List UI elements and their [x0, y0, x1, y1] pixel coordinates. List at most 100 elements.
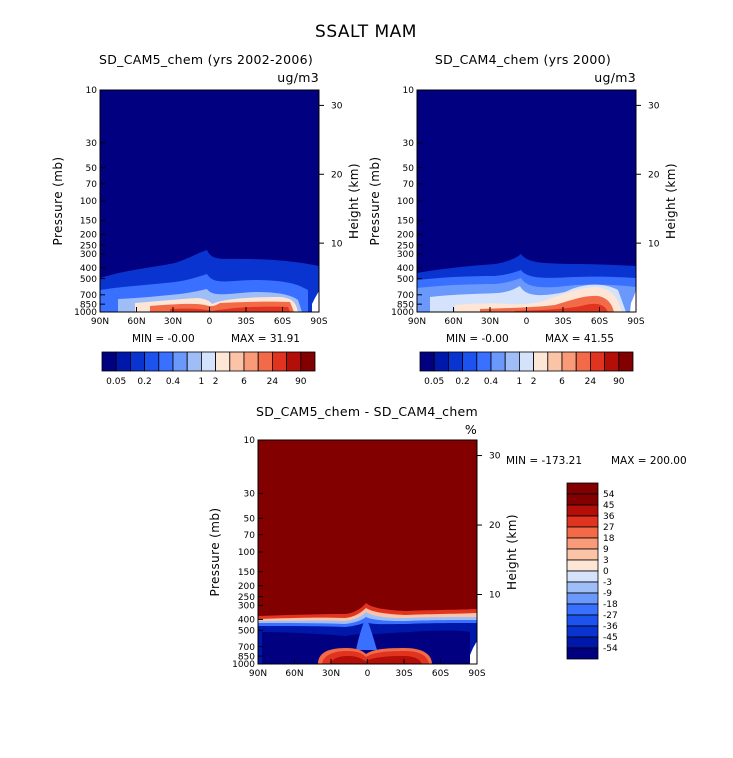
- colorbar-swatch: [519, 351, 535, 372]
- pressure-tick-label: 10: [86, 86, 98, 96]
- colorbar-swatch: [490, 351, 506, 372]
- colorbar-label: 27: [603, 523, 614, 533]
- colorbar-swatch: [504, 351, 520, 372]
- colorbar-label: 90: [613, 377, 625, 387]
- colorbar-label: 1: [517, 377, 523, 387]
- colorbar-swatch: [158, 351, 174, 372]
- colorbar-label: 1: [199, 377, 205, 387]
- colorbar-swatch: [566, 493, 599, 506]
- pressure-tick-label: 250: [80, 241, 97, 251]
- colorbar-label: 0.05: [424, 377, 444, 387]
- pressure-tick-label: 1000: [232, 660, 255, 670]
- pressure-tick-label: 70: [403, 180, 415, 190]
- panel-cam4-max: MAX = 41.55: [545, 333, 614, 345]
- colorbar-swatch: [566, 570, 599, 583]
- colorbar-label: 6: [559, 377, 565, 387]
- field-missing-region: [470, 641, 477, 664]
- colorbar-swatch: [433, 351, 449, 372]
- panel-cam5-units: ug/m3: [277, 70, 319, 85]
- field-missing-region: [630, 290, 636, 312]
- latitude-tick-label: 60S: [591, 317, 608, 327]
- pressure-tick-label: 700: [238, 643, 255, 653]
- panel-diff-title: SD_CAM5_chem - SD_CAM4_chem: [256, 404, 478, 419]
- colorbar-label: -45: [603, 633, 618, 643]
- colorbar-label: 2: [531, 377, 537, 387]
- pressure-tick-label: 10: [403, 86, 415, 96]
- pressure-tick-label: 300: [397, 250, 414, 260]
- field-equator-plume: [356, 617, 377, 650]
- colorbar-swatch: [229, 351, 245, 372]
- height-tick-label: 10: [648, 239, 660, 249]
- latitude-tick-label: 30N: [481, 317, 499, 327]
- pressure-tick-label: 850: [397, 300, 414, 310]
- colorbar-label: -54: [603, 644, 618, 654]
- latitude-tick-label: 30S: [395, 669, 412, 679]
- panel-cam5-max: MAX = 31.91: [231, 333, 300, 345]
- colorbar-swatch: [462, 351, 478, 372]
- colorbar-swatch: [561, 351, 577, 372]
- latitude-tick-label: 90S: [310, 317, 327, 327]
- colorbar-label: 6: [241, 377, 247, 387]
- latitude-tick-label: 90N: [91, 317, 109, 327]
- colorbar-swatch: [604, 351, 620, 372]
- colorbar-swatch: [186, 351, 202, 372]
- latitude-tick-label: 90S: [468, 669, 485, 679]
- colorbar-label: 0.4: [166, 377, 181, 387]
- panel-cam5-colorbar: 0.05 0.2 0.4 1 2 6 24 90: [101, 351, 316, 387]
- height-tick-label: 20: [489, 521, 501, 531]
- colorbar-swatch: [115, 351, 131, 372]
- colorbar-label: -9: [603, 589, 612, 599]
- panel-cam5-field: [100, 90, 319, 312]
- colorbar-label: 0: [603, 567, 609, 577]
- colorbar-swatch: [566, 537, 599, 550]
- pressure-tick-label: 30: [86, 139, 98, 149]
- panel-cam4-units: ug/m3: [594, 70, 636, 85]
- pressure-tick-label: 250: [238, 593, 255, 603]
- colorbar-swatch: [566, 548, 599, 561]
- colorbar-label: 3: [603, 556, 609, 566]
- panel-cam4-colorbar: 0.05 0.2 0.4 1 2 6 24 90: [419, 351, 634, 387]
- colorbar-label: 2: [213, 377, 219, 387]
- pressure-tick-label: 70: [244, 531, 256, 541]
- colorbar-swatch: [547, 351, 563, 372]
- pressure-tick-label: 150: [238, 568, 255, 578]
- panel-cam5-ylabel: Pressure (mb): [51, 157, 65, 246]
- colorbar-swatch: [447, 351, 463, 372]
- panel-diff-field: [258, 440, 477, 664]
- pressure-tick-label: 200: [397, 231, 414, 241]
- latitude-tick-label: 60N: [444, 317, 462, 327]
- field-band-red: [170, 306, 290, 312]
- colorbar-label: -18: [603, 600, 618, 610]
- panel-cam4-ylabel: Pressure (mb): [368, 157, 382, 246]
- pressure-tick-label: 150: [397, 217, 414, 227]
- height-tick-label: 10: [331, 239, 343, 249]
- pressure-tick-label: 150: [80, 217, 97, 227]
- colorbar-swatch: [566, 559, 599, 572]
- colorbar-swatch: [566, 647, 599, 660]
- latitude-tick-label: 30N: [164, 317, 182, 327]
- colorbar-swatch: [271, 351, 287, 372]
- latitude-tick-label: 90S: [627, 317, 644, 327]
- pressure-tick-label: 70: [86, 180, 98, 190]
- colorbar-swatch: [566, 526, 599, 539]
- colorbar-label: 24: [585, 377, 597, 387]
- pressure-tick-label: 700: [80, 291, 97, 301]
- colorbar-swatch: [566, 515, 599, 528]
- latitude-tick-label: 60S: [274, 317, 291, 327]
- latitude-tick-label: 30N: [322, 669, 340, 679]
- pressure-tick-label: 1000: [74, 308, 97, 318]
- panel-cam5-min: MIN = -0.00: [132, 333, 195, 345]
- panel-diff-min: MIN = -173.21: [506, 455, 582, 467]
- panel-cam4-field: [417, 90, 636, 312]
- colorbar-swatch: [566, 482, 599, 495]
- latitude-tick-label: 60N: [127, 317, 145, 327]
- colorbar-label: 9: [603, 545, 609, 555]
- pressure-tick-label: 500: [80, 275, 97, 285]
- latitude-tick-label: 30S: [237, 317, 254, 327]
- latitude-tick-label: 90N: [249, 669, 267, 679]
- colorbar-swatch: [476, 351, 492, 372]
- colorbar-label: 0.2: [455, 377, 469, 387]
- latitude-tick-label: 0: [207, 317, 213, 327]
- colorbar-label: 0.05: [106, 377, 126, 387]
